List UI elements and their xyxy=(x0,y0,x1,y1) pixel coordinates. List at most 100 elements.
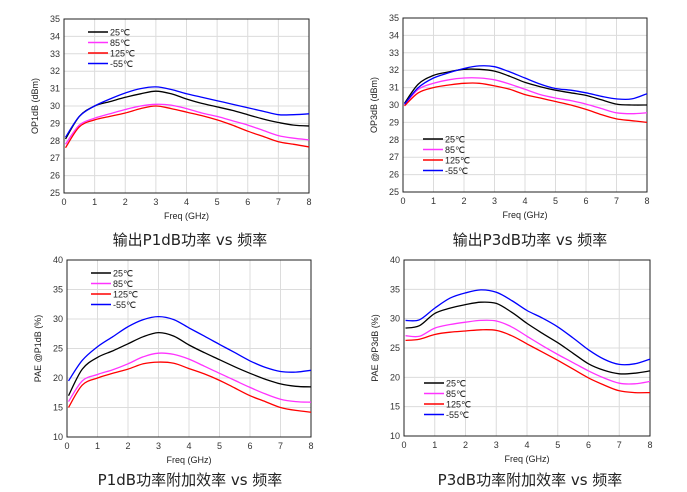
x-tick-label: 6 xyxy=(583,196,588,206)
series-line-25c xyxy=(405,301,651,375)
x-tick-label: 6 xyxy=(586,440,591,450)
series-line-125c xyxy=(405,329,651,394)
y-tick-label: 20 xyxy=(390,372,400,382)
x-tick-label: 2 xyxy=(125,441,130,451)
x-tick-label: 1 xyxy=(432,440,437,450)
x-axis-label: Freq (GHz) xyxy=(503,210,548,220)
legend-label: 25℃ xyxy=(113,269,133,279)
y-axis-label: OP1dB (dBm) xyxy=(30,78,40,134)
y-tick-label: 29 xyxy=(50,118,60,128)
y-tick-label: 20 xyxy=(53,373,63,383)
legend-label: 125℃ xyxy=(113,290,138,300)
y-tick-label: 40 xyxy=(53,255,63,265)
y-tick-label: 25 xyxy=(389,187,399,197)
x-tick-label: 8 xyxy=(644,196,649,206)
y-tick-label: 30 xyxy=(53,314,63,324)
y-axis-label: OP3dB (dBm) xyxy=(369,77,379,133)
x-tick-label: 7 xyxy=(614,196,619,206)
x-tick-label: 0 xyxy=(400,196,405,206)
legend-label: 125℃ xyxy=(446,400,471,410)
x-tick-label: 3 xyxy=(492,196,497,206)
y-tick-label: 30 xyxy=(390,314,400,324)
x-tick-label: 8 xyxy=(308,441,313,451)
x-tick-label: 6 xyxy=(247,441,252,451)
x-tick-label: 5 xyxy=(217,441,222,451)
x-tick-label: 4 xyxy=(184,197,189,207)
legend-label: -55℃ xyxy=(446,410,469,420)
y-tick-label: 34 xyxy=(50,31,60,41)
x-tick-label: 7 xyxy=(278,441,283,451)
series-line-125c xyxy=(67,361,312,413)
plot-frame xyxy=(403,259,651,437)
x-tick-label: 2 xyxy=(463,440,468,450)
chart-title: P3dB功率附加效率 vs 频率 xyxy=(438,471,623,489)
x-tick-label: 3 xyxy=(156,441,161,451)
x-tick-label: 5 xyxy=(555,440,560,450)
x-tick-label: 3 xyxy=(153,197,158,207)
x-axis-label: Freq (GHz) xyxy=(167,455,212,465)
series-line-25c xyxy=(67,331,312,396)
x-tick-label: 5 xyxy=(553,196,558,206)
x-tick-label: 2 xyxy=(123,197,128,207)
y-tick-label: 30 xyxy=(389,100,399,110)
series-line--55c xyxy=(67,315,312,382)
chart-title: 输出P1dB功率 vs 频率 xyxy=(113,231,268,249)
x-tick-label: 1 xyxy=(431,196,436,206)
y-tick-label: 28 xyxy=(389,135,399,145)
x-tick-label: 4 xyxy=(524,440,529,450)
series-line-125c xyxy=(404,82,648,124)
y-tick-label: 35 xyxy=(53,285,63,295)
legend-label: -55℃ xyxy=(110,59,133,69)
y-tick-label: 15 xyxy=(390,402,400,412)
y-tick-label: 34 xyxy=(389,30,399,40)
y-tick-label: 40 xyxy=(390,255,400,265)
y-tick-label: 32 xyxy=(50,66,60,76)
x-tick-label: 7 xyxy=(276,197,281,207)
series-line--55c xyxy=(404,65,648,105)
y-tick-label: 10 xyxy=(53,432,63,442)
legend-label: 85℃ xyxy=(445,145,465,155)
legend-label: -55℃ xyxy=(445,166,468,176)
y-axis-label: PAE @P1dB (%) xyxy=(33,315,43,383)
legend-label: 85℃ xyxy=(110,38,130,48)
x-tick-label: 3 xyxy=(494,440,499,450)
series-line-25c xyxy=(64,90,310,140)
y-tick-label: 26 xyxy=(389,170,399,180)
x-tick-label: 0 xyxy=(61,197,66,207)
y-tick-label: 28 xyxy=(50,136,60,146)
y-tick-label: 10 xyxy=(390,431,400,441)
y-tick-label: 25 xyxy=(53,344,63,354)
y-tick-label: 31 xyxy=(389,83,399,93)
x-tick-label: 5 xyxy=(215,197,220,207)
y-tick-label: 25 xyxy=(50,188,60,198)
series-line-125c xyxy=(64,105,310,149)
y-tick-label: 30 xyxy=(50,101,60,111)
x-axis-label: Freq (GHz) xyxy=(164,211,209,221)
y-tick-label: 31 xyxy=(50,84,60,94)
y-tick-label: 26 xyxy=(50,171,60,181)
legend-label: -55℃ xyxy=(113,300,136,310)
y-tick-label: 25 xyxy=(390,343,400,353)
legend-label: 85℃ xyxy=(446,389,466,399)
legend-label: 125℃ xyxy=(445,156,470,166)
x-tick-label: 8 xyxy=(306,197,311,207)
x-tick-label: 4 xyxy=(522,196,527,206)
y-axis-label: PAE @P3dB (%) xyxy=(370,314,380,382)
y-tick-label: 32 xyxy=(389,65,399,75)
y-tick-label: 27 xyxy=(389,152,399,162)
x-tick-label: 4 xyxy=(186,441,191,451)
legend-label: 25℃ xyxy=(445,135,465,145)
y-tick-label: 33 xyxy=(389,48,399,58)
x-tick-label: 0 xyxy=(64,441,69,451)
series-line-85c xyxy=(405,319,651,385)
y-tick-label: 35 xyxy=(390,284,400,294)
chart-1: 0 1 2 3 4 5 6 7 8252627282930313233343525℃85℃125… xyxy=(30,14,312,249)
x-tick-label: 6 xyxy=(245,197,250,207)
x-tick-label: 7 xyxy=(617,440,622,450)
series-line-25c xyxy=(403,68,648,106)
y-tick-label: 15 xyxy=(53,403,63,413)
y-tick-label: 27 xyxy=(50,153,60,163)
